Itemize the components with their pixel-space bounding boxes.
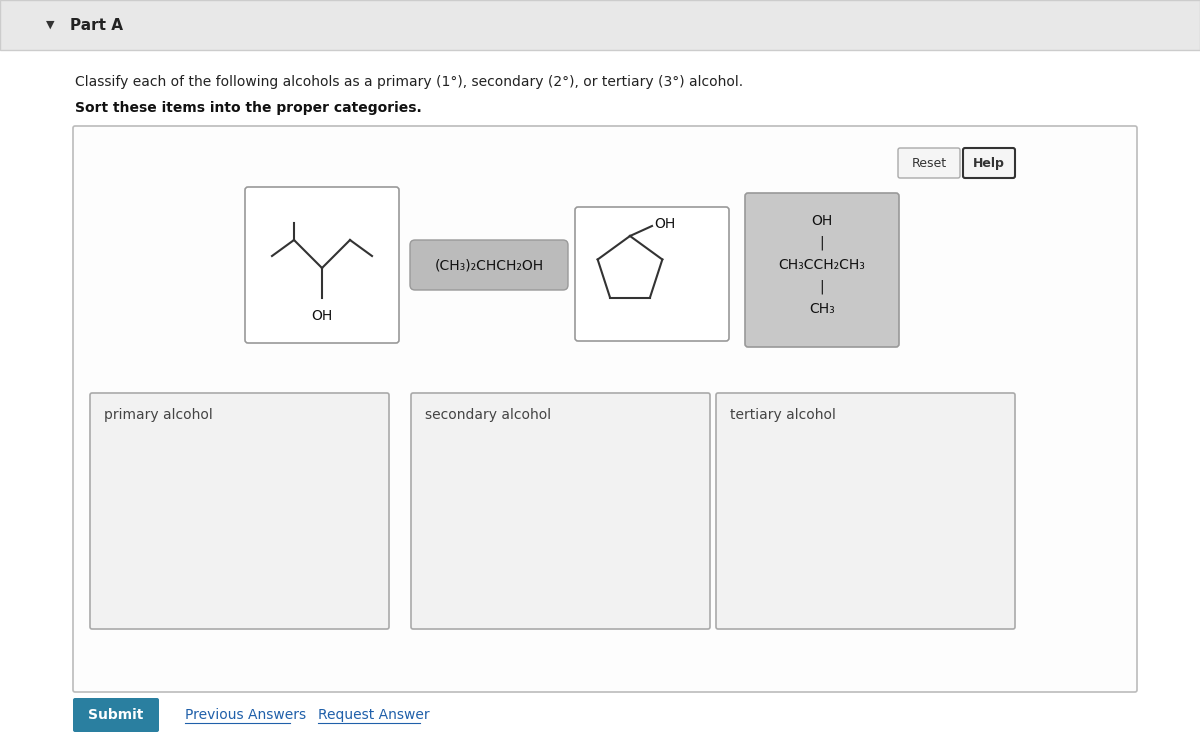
- Text: Reset: Reset: [912, 156, 947, 170]
- FancyBboxPatch shape: [410, 240, 568, 290]
- Text: Request Answer: Request Answer: [318, 708, 430, 722]
- Text: Sort these items into the proper categories.: Sort these items into the proper categor…: [74, 101, 421, 115]
- Text: Submit: Submit: [89, 708, 144, 722]
- Text: primary alcohol: primary alcohol: [104, 408, 212, 422]
- FancyBboxPatch shape: [745, 193, 899, 347]
- Text: Help: Help: [973, 156, 1004, 170]
- FancyBboxPatch shape: [410, 393, 710, 629]
- Text: tertiary alcohol: tertiary alcohol: [730, 408, 836, 422]
- FancyBboxPatch shape: [964, 148, 1015, 178]
- Text: ▼: ▼: [46, 20, 54, 30]
- Text: Classify each of the following alcohols as a primary (1°), secondary (2°), or te: Classify each of the following alcohols …: [74, 75, 743, 89]
- Text: OH: OH: [811, 214, 833, 228]
- Text: CH₃: CH₃: [809, 302, 835, 316]
- Text: |: |: [820, 236, 824, 251]
- Bar: [0, 0, 1200, 50]
- FancyBboxPatch shape: [90, 393, 389, 629]
- FancyBboxPatch shape: [73, 698, 158, 732]
- Text: OH: OH: [654, 217, 676, 231]
- FancyBboxPatch shape: [245, 187, 398, 343]
- FancyBboxPatch shape: [716, 393, 1015, 629]
- Text: secondary alcohol: secondary alcohol: [425, 408, 551, 422]
- Text: Part A: Part A: [70, 17, 124, 32]
- Text: Previous Answers: Previous Answers: [185, 708, 306, 722]
- Text: OH: OH: [311, 309, 332, 323]
- FancyBboxPatch shape: [898, 148, 960, 178]
- Text: (CH₃)₂CHCH₂OH: (CH₃)₂CHCH₂OH: [434, 258, 544, 272]
- Text: CH₃CCH₂CH₃: CH₃CCH₂CH₃: [779, 258, 865, 272]
- FancyBboxPatch shape: [73, 126, 1138, 692]
- FancyBboxPatch shape: [575, 207, 730, 341]
- Text: |: |: [820, 280, 824, 294]
